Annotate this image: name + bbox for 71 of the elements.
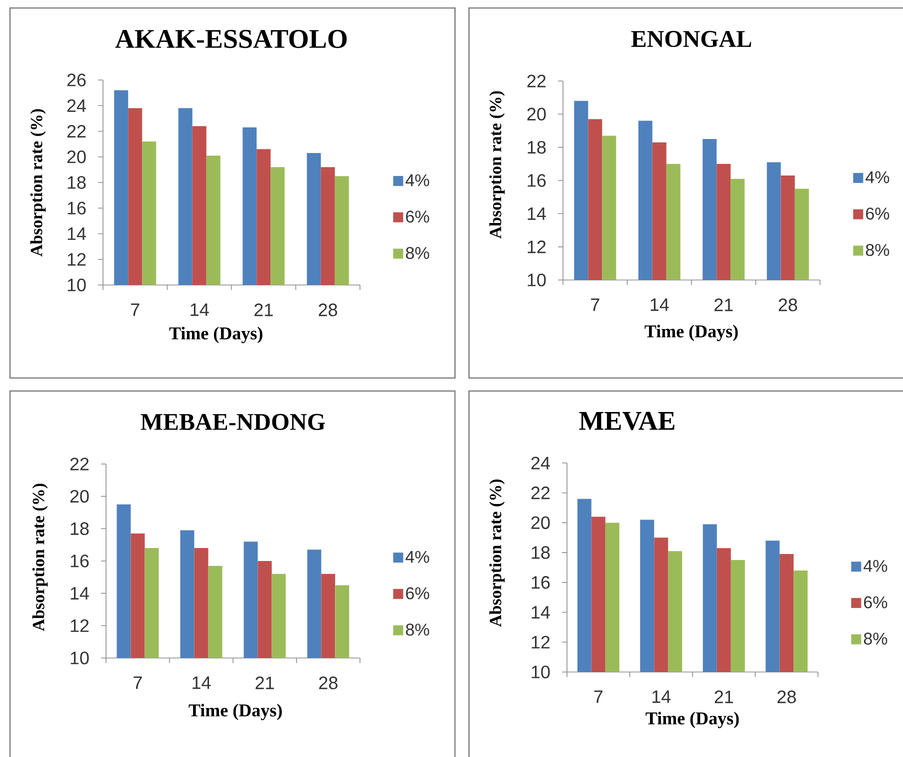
y-tick-label: 20 xyxy=(531,516,550,530)
y-tick-label: 16 xyxy=(532,576,550,589)
x-tick-label: 7 xyxy=(131,304,140,316)
x-tick-label: 21 xyxy=(714,690,733,704)
legend-label: 8% xyxy=(864,632,888,645)
legend-label: 8% xyxy=(406,246,430,260)
y-axis-title: Absorption rate (%) xyxy=(489,91,505,239)
x-tick-label: 28 xyxy=(778,690,796,704)
y-tick-label: 10 xyxy=(68,278,86,292)
y-tick-label: 12 xyxy=(70,619,89,632)
legend-label: 6% xyxy=(864,596,888,608)
x-axis-title: Time (Days) xyxy=(169,326,262,344)
y-axis-title: Absorption rate (%) xyxy=(489,480,505,627)
legend-label: 4% xyxy=(406,174,430,186)
y-tick-label: 10 xyxy=(532,666,550,678)
x-tick-label: 7 xyxy=(134,676,142,689)
x-axis-title: Time (Days) xyxy=(646,712,739,728)
x-axis-title: Time (Days) xyxy=(188,704,282,720)
y-tick-label: 24 xyxy=(67,99,86,112)
chart-title: MEBAE-NDONG xyxy=(140,414,325,430)
y-tick-label: 22 xyxy=(527,74,546,88)
y-tick-label: 22 xyxy=(531,486,550,500)
legend-label: 8% xyxy=(406,624,430,636)
y-tick-label: 12 xyxy=(532,636,550,648)
y-tick-label: 18 xyxy=(528,140,546,154)
legend-label: 4% xyxy=(406,550,430,563)
x-axis-title: Time (Days) xyxy=(644,324,738,342)
x-tick-label: 14 xyxy=(192,676,211,689)
chart-title: AKAK-ESSATOLO xyxy=(115,30,347,48)
legend-label: 8% xyxy=(866,244,890,256)
y-tick-label: 16 xyxy=(70,554,89,568)
x-tick-label: 21 xyxy=(714,298,733,312)
y-tick-label: 20 xyxy=(527,108,546,121)
legend-label: 6% xyxy=(866,208,890,220)
y-tick-label: 18 xyxy=(532,546,550,559)
x-tick-label: 28 xyxy=(318,304,338,316)
legend-label: 6% xyxy=(406,210,430,223)
y-tick-label: 10 xyxy=(528,274,546,286)
y-axis-title: Absorption rate (%) xyxy=(32,484,48,632)
x-tick-label: 28 xyxy=(778,298,798,312)
x-tick-label: 7 xyxy=(594,690,602,703)
legend-label: 4% xyxy=(864,560,888,572)
y-tick-label: 24 xyxy=(531,456,550,470)
legend-label: 6% xyxy=(406,587,430,600)
x-tick-label: 14 xyxy=(650,298,669,311)
y-tick-label: 12 xyxy=(528,240,546,254)
x-tick-label: 14 xyxy=(652,690,671,703)
legend-label: 4% xyxy=(866,171,890,184)
y-tick-label: 16 xyxy=(68,202,86,214)
y-tick-label: 12 xyxy=(68,253,86,266)
x-tick-label: 21 xyxy=(254,304,273,316)
y-tick-label: 22 xyxy=(70,458,89,470)
y-tick-label: 16 xyxy=(528,174,546,187)
x-tick-label: 7 xyxy=(591,298,600,311)
y-tick-label: 14 xyxy=(70,587,89,600)
x-tick-label: 21 xyxy=(256,676,274,690)
x-tick-label: 28 xyxy=(319,676,338,690)
y-axis-title: Absorption rate (%) xyxy=(30,109,46,256)
y-tick-label: 18 xyxy=(68,176,86,189)
y-tick-label: 14 xyxy=(532,606,550,618)
y-tick-label: 26 xyxy=(67,74,86,86)
y-tick-label: 18 xyxy=(70,522,89,536)
y-tick-label: 10 xyxy=(70,652,89,664)
y-tick-label: 20 xyxy=(70,490,89,503)
x-tick-label: 14 xyxy=(190,304,209,316)
y-tick-label: 14 xyxy=(528,207,546,220)
y-tick-label: 20 xyxy=(67,150,86,164)
chart-title: MEVAE xyxy=(579,412,674,430)
y-tick-label: 14 xyxy=(68,228,86,240)
y-tick-label: 22 xyxy=(67,124,86,138)
chart-title: ENONGAL xyxy=(631,30,752,48)
